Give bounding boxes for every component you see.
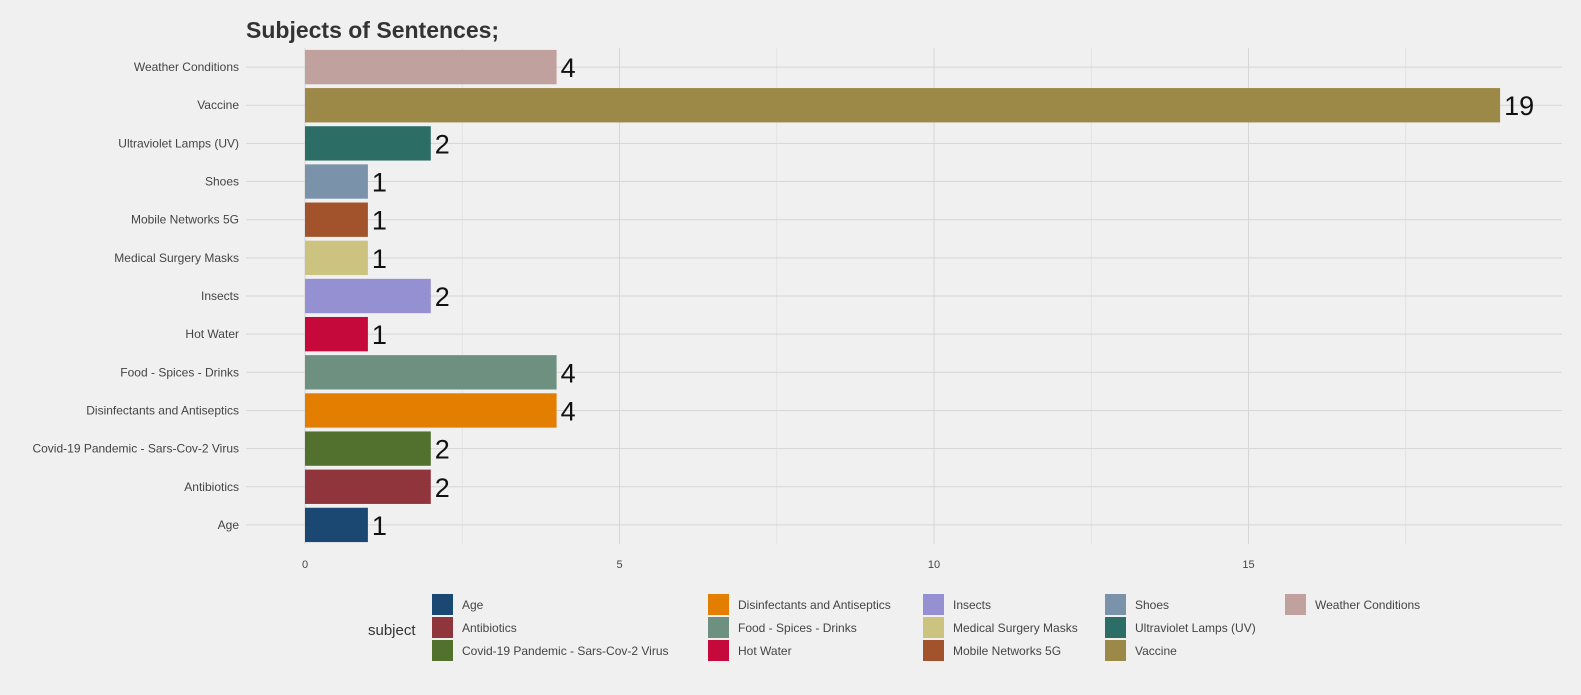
data-label: 2 <box>435 473 450 503</box>
legend-swatch <box>1105 640 1126 661</box>
legend-item: Mobile Networks 5G <box>923 640 1061 661</box>
data-label: 1 <box>372 511 387 541</box>
legend-swatch <box>923 594 944 615</box>
x-tick-label: 15 <box>1242 559 1254 571</box>
x-tick-labels: 0 5 10 15 <box>302 559 1255 571</box>
data-label: 19 <box>1504 91 1534 121</box>
y-tick-label: Disinfectants and Antiseptics <box>86 403 239 417</box>
y-tick-label: Insects <box>201 289 239 303</box>
chart-title: Subjects of Sentences; <box>246 17 499 43</box>
data-label: 1 <box>372 168 387 198</box>
legend-swatch <box>1105 617 1126 638</box>
legend-swatch <box>432 640 453 661</box>
legend-item: Ultraviolet Lamps (UV) <box>1105 617 1256 638</box>
data-labels: 1 2 2 4 4 1 2 1 1 1 2 19 4 <box>372 53 1534 541</box>
x-tick-label: 5 <box>616 559 622 571</box>
x-tick-label: 0 <box>302 559 308 571</box>
legend-label: Ultraviolet Lamps (UV) <box>1135 621 1256 635</box>
legend-item: Disinfectants and Antiseptics <box>708 594 891 615</box>
y-tick-label: Weather Conditions <box>134 60 239 74</box>
data-label: 4 <box>561 396 576 426</box>
y-tick-labels: Age Antibiotics Covid-19 Pandemic - Sars-C… <box>32 60 239 532</box>
y-tick-label: Ultraviolet Lamps (UV) <box>118 136 239 150</box>
bar <box>305 316 368 352</box>
bar <box>305 164 368 199</box>
bar <box>305 355 557 390</box>
data-label: 4 <box>561 53 576 83</box>
legend-swatch <box>708 594 729 615</box>
legend-title: subject <box>368 622 416 639</box>
y-tick-label: Food - Spices - Drinks <box>120 365 239 379</box>
data-label: 1 <box>372 244 387 274</box>
bar <box>305 126 431 161</box>
legend-swatch <box>1105 594 1126 615</box>
legend-swatch <box>923 617 944 638</box>
legend-item: Shoes <box>1105 594 1169 615</box>
legend-label: Insects <box>953 598 991 612</box>
legend-label: Weather Conditions <box>1315 598 1420 612</box>
legend-label: Mobile Networks 5G <box>953 644 1061 658</box>
y-tick-label: Antibiotics <box>184 480 239 494</box>
y-tick-label: Mobile Networks 5G <box>131 213 239 227</box>
bar <box>305 240 368 276</box>
legend-label: Shoes <box>1135 598 1169 612</box>
legend-item: Food - Spices - Drinks <box>708 617 857 638</box>
bar <box>305 393 557 428</box>
legend-swatch <box>708 640 729 661</box>
data-label: 4 <box>561 358 576 388</box>
legend-item: Antibiotics <box>432 617 517 638</box>
legend-item: Covid-19 Pandemic - Sars-Cov-2 Virus <box>432 640 669 661</box>
legend-label: Antibiotics <box>462 621 517 635</box>
bars <box>305 49 1501 543</box>
legend-label: Medical Surgery Masks <box>953 621 1078 635</box>
legend-swatch <box>708 617 729 638</box>
legend-item: Hot Water <box>708 640 792 661</box>
y-tick-label: Medical Surgery Masks <box>114 251 239 265</box>
data-label: 1 <box>372 320 387 350</box>
legend-label: Hot Water <box>738 644 792 658</box>
legend-item: Medical Surgery Masks <box>923 617 1078 638</box>
legend-swatch <box>1285 594 1306 615</box>
x-tick-label: 10 <box>928 559 940 571</box>
bar <box>305 88 1501 123</box>
bar <box>305 202 368 237</box>
legend-swatch <box>923 640 944 661</box>
y-tick-label: Vaccine <box>197 98 239 112</box>
y-tick-label: Age <box>218 518 240 532</box>
data-label: 2 <box>435 282 450 312</box>
legend-item: Vaccine <box>1105 640 1177 661</box>
data-label: 1 <box>372 206 387 236</box>
bar <box>305 431 431 466</box>
bar <box>305 49 557 85</box>
bar <box>305 278 431 314</box>
legend-label: Vaccine <box>1135 644 1177 658</box>
legend-item: Weather Conditions <box>1285 594 1420 615</box>
legend-item: Insects <box>923 594 991 615</box>
legend-label: Food - Spices - Drinks <box>738 621 857 635</box>
legend-label: Covid-19 Pandemic - Sars-Cov-2 Virus <box>462 644 669 658</box>
legend-swatch <box>432 594 453 615</box>
legend: subject Age Antibiotics Covid-19 Pandemic -… <box>368 594 1420 661</box>
y-tick-label: Hot Water <box>185 327 239 341</box>
bar <box>305 469 431 504</box>
legend-label: Age <box>462 598 484 612</box>
data-label: 2 <box>435 129 450 159</box>
legend-item: Age <box>432 594 484 615</box>
legend-swatch <box>432 617 453 638</box>
y-tick-label: Shoes <box>205 175 239 189</box>
legend-label: Disinfectants and Antiseptics <box>738 598 891 612</box>
data-label: 2 <box>435 435 450 465</box>
bar <box>305 507 368 543</box>
y-tick-label: Covid-19 Pandemic - Sars-Cov-2 Virus <box>32 442 239 456</box>
